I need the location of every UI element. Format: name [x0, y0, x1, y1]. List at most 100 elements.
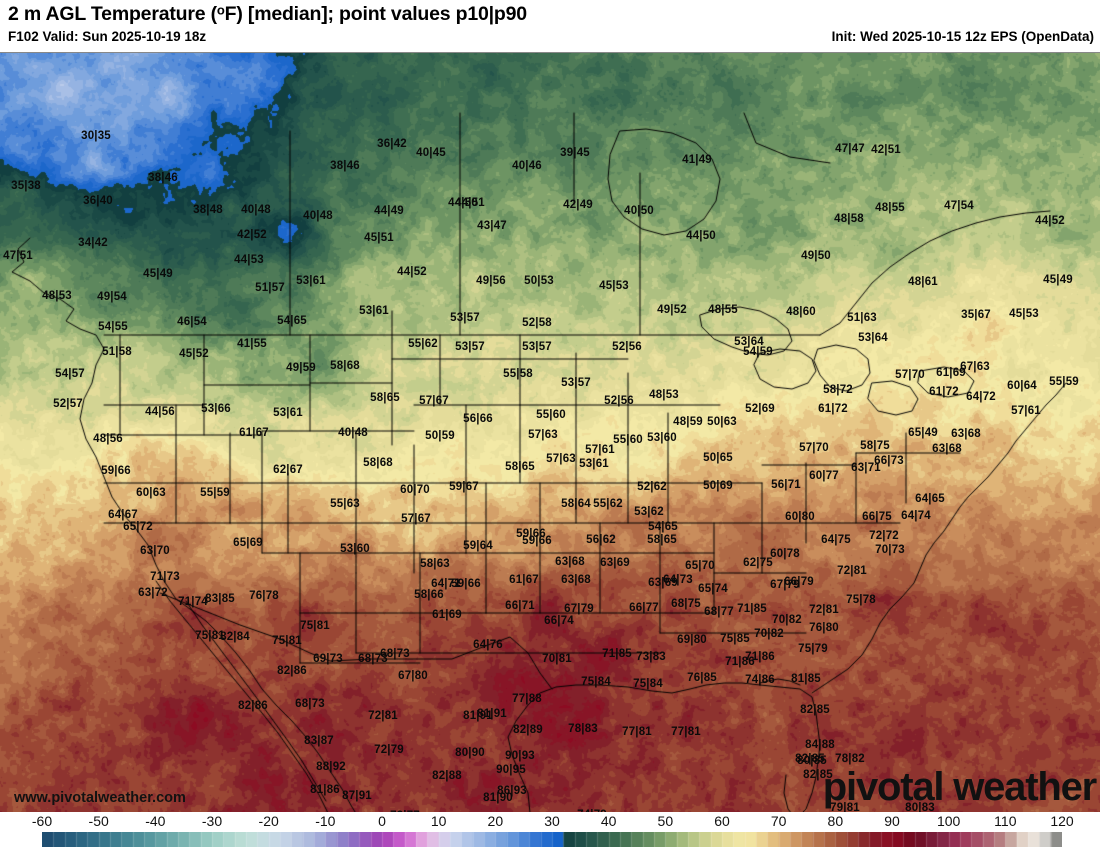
website-watermark: www.pivotalweather.com: [14, 790, 186, 806]
point-value-label: 55|63: [330, 498, 360, 510]
point-value-label: 48|53: [649, 389, 679, 401]
point-value-label: 63|68: [555, 556, 585, 568]
point-value-label: 61|72: [818, 403, 848, 415]
pivotal-weather-logo: pivotal weather: [822, 765, 1097, 809]
point-value-label: 61|69: [432, 609, 462, 621]
point-value-label: 36|40: [83, 195, 113, 207]
point-value-label: 58|64: [561, 498, 591, 510]
point-value-label: 45|53: [599, 280, 629, 292]
point-value-label: 75|84: [581, 676, 611, 688]
point-value-label: 72|79: [374, 744, 404, 756]
point-value-label: 90|95: [496, 764, 526, 776]
point-value-label: 81|85: [791, 673, 821, 685]
point-value-label: 82|86: [277, 665, 307, 677]
point-value-label: 53|57: [522, 341, 552, 353]
point-value-label: 55|62: [593, 498, 623, 510]
colorbar-tick: 50: [657, 813, 674, 829]
point-value-label: 58|75: [860, 440, 890, 452]
point-value-label: 35|38: [11, 180, 41, 192]
point-value-label: 44|51: [455, 197, 485, 209]
point-value-label: 42|52: [237, 229, 267, 241]
point-value-label: 63|68: [951, 428, 981, 440]
point-value-label: 48|59: [673, 416, 703, 428]
point-value-label: 59|67: [449, 481, 479, 493]
point-value-label: 58|63: [420, 558, 450, 570]
point-value-label: 36|42: [377, 138, 407, 150]
point-value-label: 52|69: [745, 403, 775, 415]
point-value-label: 69|73: [313, 653, 343, 665]
point-value-label: 65|74: [698, 583, 728, 595]
point-value-label: 54|65: [648, 521, 678, 533]
point-value-label: 63|68: [561, 574, 591, 586]
point-value-label: 68|73: [295, 698, 325, 710]
point-value-label: 76|80: [809, 622, 839, 634]
point-value-label: 70|82: [772, 614, 802, 626]
point-value-label: 78|82: [835, 753, 865, 765]
point-value-label: 57|63: [546, 453, 576, 465]
colorbar-gradient[interactable]: [42, 832, 1062, 847]
colorbar-tick: 120: [1050, 813, 1074, 829]
point-value-label: 67|80: [398, 670, 428, 682]
point-value-label: 75|79: [798, 643, 828, 655]
point-value-label: 45|53: [1009, 308, 1039, 320]
point-value-label: 52|62: [637, 481, 667, 493]
point-value-label: 52|57: [53, 398, 83, 410]
point-value-label: 51|58: [102, 346, 132, 358]
point-value-label: 40|46: [512, 160, 542, 172]
point-value-label: 82|85: [795, 753, 825, 765]
colorbar-tick: 10: [430, 813, 447, 829]
point-value-label: 62|75: [743, 557, 773, 569]
point-value-label: 53|62: [634, 506, 664, 518]
point-value-label: 49|56: [476, 275, 506, 287]
point-value-label: 82|84: [220, 631, 250, 643]
point-value-label: 64|75: [821, 534, 851, 546]
point-value-label: 82|85: [800, 704, 830, 716]
point-value-label: 56|62: [586, 534, 616, 546]
point-value-label: 65|72: [123, 521, 153, 533]
point-value-label: 42|49: [563, 199, 593, 211]
header-bar: 2 m AGL Temperature (oF) [median]; point…: [0, 0, 1100, 52]
point-value-label: 86|93: [497, 785, 527, 797]
colorbar-canvas: [42, 832, 1062, 847]
point-value-label: 68|75: [671, 598, 701, 610]
point-value-label: 58|65: [647, 534, 677, 546]
point-value-label: 63|68: [932, 443, 962, 455]
point-value-label: 61|69: [936, 367, 966, 379]
point-value-label: 48|56: [93, 433, 123, 445]
point-value-label: 54|55: [98, 321, 128, 333]
colorbar-tick: 20: [487, 813, 504, 829]
colorbar-tick: -30: [201, 813, 223, 829]
point-value-label: 63|69: [600, 557, 630, 569]
point-value-label: 39|45: [560, 147, 590, 159]
point-value-label: 53|61: [273, 407, 303, 419]
geography-boundaries-canvas: [0, 53, 1100, 812]
point-value-label: 44|53: [234, 254, 264, 266]
point-value-label: 40|48: [303, 210, 333, 222]
point-value-label: 58|72: [823, 384, 853, 396]
point-value-label: 48|60: [786, 306, 816, 318]
point-value-label: 77|88: [512, 693, 542, 705]
point-value-label: 53|61: [579, 458, 609, 470]
point-value-label: 80|85: [797, 755, 827, 767]
point-value-label: 70|73: [875, 544, 905, 556]
colorbar-tick: 110: [994, 813, 1017, 829]
map-viewport[interactable]: 30|35 35|38 36|40 38|46 34|42 47|51 45|49 38|48…: [0, 52, 1100, 812]
point-value-label: 64|73: [663, 574, 693, 586]
point-value-label: 45|49: [143, 268, 173, 280]
page-title: 2 m AGL Temperature (oF) [median]; point…: [8, 3, 527, 26]
point-value-label: 45|52: [179, 348, 209, 360]
point-value-label: 50|69: [703, 480, 733, 492]
point-value-label: 49|59: [286, 362, 316, 374]
point-value-label: 56|66: [463, 413, 493, 425]
colorbar-tick-labels: -60 -50 -40 -30 -20 -10 0 10 20 30 40 50 60 70 80 90 100…: [0, 812, 1100, 831]
point-value-label: 70|82: [754, 628, 784, 640]
point-value-label: 63|72: [138, 587, 168, 599]
point-value-label: 65|70: [685, 560, 715, 572]
point-value-label: 48|58: [834, 213, 864, 225]
point-value-label: 42|51: [871, 144, 901, 156]
point-value-label: 38|46: [330, 160, 360, 172]
point-value-label: 75|85: [720, 633, 750, 645]
point-value-label: 67|79: [770, 579, 800, 591]
point-value-label: 73|83: [636, 651, 666, 663]
point-value-label: 58|65: [505, 461, 535, 473]
